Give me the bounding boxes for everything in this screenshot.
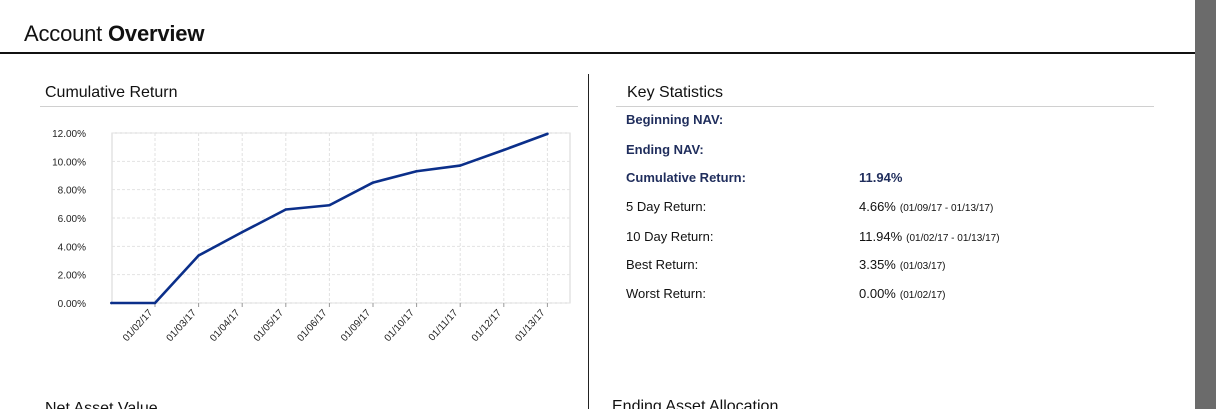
data-point (415, 170, 418, 173)
stat-row: Ending NAV: (626, 142, 1166, 162)
key-statistics-rule (616, 106, 1154, 107)
plot-area (111, 132, 571, 304)
stat-period: (01/02/17) (899, 290, 946, 301)
scrollbar-gutter[interactable] (1195, 0, 1216, 409)
data-point (546, 132, 549, 136)
stat-label: Cumulative Return: (626, 170, 746, 185)
y-tick-label: 4.00% (58, 242, 86, 253)
page-title-light: Account (24, 21, 103, 46)
data-point (197, 254, 200, 257)
stat-row: 5 Day Return: 4.66% (01/09/17 - 01/13/17) (626, 199, 1166, 219)
stat-value: 0.00% (01/02/17) (859, 286, 945, 301)
x-tick-label: 01/06/17 (295, 307, 330, 344)
stat-value-number: 11.94% (859, 229, 903, 244)
cumulative-return-chart: 0.00% 2.00% 4.00% 6.00% 8.00% 10.00% 12.00% 01/… (52, 129, 571, 344)
stat-label: Ending NAV: (626, 142, 704, 157)
x-tick-label: 01/11/17 (427, 307, 461, 343)
stat-label: 10 Day Return: (626, 229, 714, 244)
cumulative-return-rule (40, 106, 578, 107)
stat-value-number: 3.35% (859, 257, 896, 272)
ending-asset-allocation-title: Ending Asset Allocation (612, 398, 779, 409)
x-tick-label: 01/03/17 (165, 307, 200, 344)
x-tick-label: 01/13/17 (513, 307, 548, 344)
stat-value: 4.66% (01/09/17 - 01/13/17) (859, 199, 993, 214)
stat-value: 3.35% (01/03/17) (859, 257, 945, 272)
stat-value: 11.94% (859, 170, 902, 185)
page-title-bold: Overview (108, 21, 205, 46)
page-title: Account Overview (24, 21, 204, 47)
data-point (459, 164, 462, 167)
x-tick-label: 01/02/17 (121, 307, 156, 344)
key-statistics-title: Key Statistics (627, 84, 724, 101)
stat-label: Worst Return: (626, 286, 706, 301)
x-tick-label: 01/10/17 (383, 307, 418, 344)
stat-row: Best Return: 3.35% (01/03/17) (626, 257, 1166, 277)
stat-row: Cumulative Return: 11.94% (626, 170, 1166, 190)
x-tick-label: 01/12/17 (470, 307, 505, 344)
y-tick-label: 10.00% (52, 157, 86, 168)
stat-period: (01/03/17) (899, 261, 946, 272)
data-point (241, 230, 244, 234)
data-point (371, 181, 375, 184)
stat-value-number: 4.66% (859, 199, 896, 214)
data-point (328, 204, 331, 207)
stat-row: Worst Return: 0.00% (01/02/17) (626, 286, 1166, 306)
x-tick-label: 01/05/17 (252, 307, 287, 344)
column-divider (588, 74, 589, 409)
x-tick-label: 01/09/17 (339, 307, 374, 344)
stat-row: Beginning NAV: (626, 112, 1166, 132)
data-point (284, 208, 287, 211)
y-tick-label: 12.00% (52, 129, 86, 140)
stat-value-number: 11.94% (859, 170, 903, 185)
cumulative-return-title: Cumulative Return (45, 84, 178, 101)
stat-period: (01/09/17 - 01/13/17) (899, 203, 994, 214)
stat-label: Beginning NAV: (626, 112, 724, 127)
data-point (502, 148, 505, 152)
y-tick-label: 8.00% (58, 186, 86, 197)
stat-label: 5 Day Return: (626, 199, 707, 214)
page-header: Account Overview (0, 0, 1195, 54)
net-asset-value-title: Net Asset Value (45, 400, 158, 409)
data-point (153, 301, 157, 305)
y-tick-label: 2.00% (58, 271, 86, 282)
stat-label: Best Return: (626, 257, 699, 272)
stat-row: 10 Day Return: 11.94% (01/02/17 - 01/13/17… (626, 229, 1166, 249)
stat-value-number: 0.00% (859, 286, 896, 301)
y-tick-label: 6.00% (58, 214, 86, 225)
data-point (110, 301, 113, 305)
y-tick-label: 0.00% (58, 299, 86, 310)
stat-value: 11.94% (01/02/17 - 01/13/17) (859, 229, 1000, 244)
x-tick-label: 01/04/17 (208, 307, 243, 344)
stat-period: (01/02/17 - 01/13/17) (906, 233, 1000, 244)
